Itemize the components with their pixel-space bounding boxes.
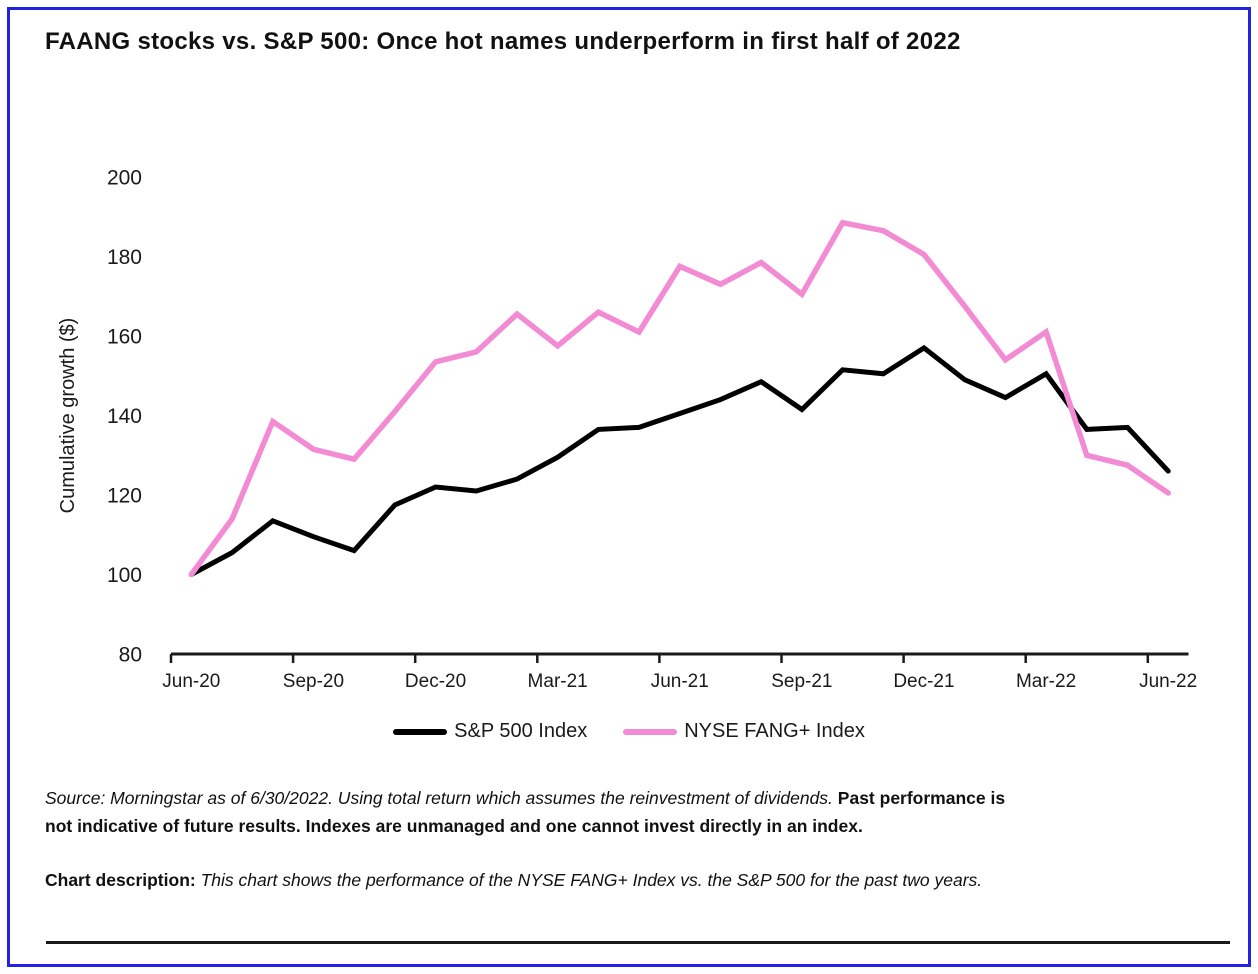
x-tick-label: Sep-21 [771, 671, 832, 692]
legend-item-fang: NYSE FANG+ Index [623, 720, 865, 743]
bottom-divider [46, 941, 1230, 944]
series-line-sp500 [188, 344, 1171, 577]
x-tick-label: Dec-20 [405, 671, 466, 692]
chart-legend: S&P 500 Index NYSE FANG+ Index [0, 720, 1258, 743]
x-tick-label: Mar-22 [1016, 671, 1076, 692]
y-tick-label: 140 [107, 405, 142, 428]
legend-swatch-sp500 [393, 728, 448, 735]
y-tick-label: 80 [119, 644, 142, 667]
chart-description-label: Chart description: [45, 870, 196, 890]
source-note: Source: Morningstar as of 6/30/2022. Usi… [45, 784, 1215, 840]
disclaimer-text-line2: not indicative of future results. Indexe… [45, 816, 863, 836]
y-axis-title: Cumulative growth ($) [57, 318, 79, 514]
legend-swatch-fang [623, 728, 678, 735]
chart-description: Chart description: This chart shows the … [45, 866, 1215, 894]
x-tick-label: Jun-22 [1139, 671, 1197, 692]
x-tick-label: Mar-21 [528, 671, 588, 692]
y-tick-label: 100 [107, 564, 142, 587]
legend-label: NYSE FANG+ Index [684, 720, 865, 742]
x-tick-label: Jun-21 [651, 671, 709, 692]
legend-label: S&P 500 Index [454, 720, 588, 742]
x-tick-label: Sep-20 [283, 671, 344, 692]
y-tick-label: 160 [107, 326, 142, 349]
y-tick-label: 180 [107, 246, 142, 269]
disclaimer-text-line1: Past performance is [837, 788, 1006, 808]
page-title: FAANG stocks vs. S&P 500: Once hot names… [45, 28, 961, 55]
legend-item-sp500: S&P 500 Index [393, 720, 587, 743]
y-tick-label: 200 [107, 167, 142, 190]
y-tick-label: 120 [107, 485, 142, 508]
x-tick-label: Jun-20 [162, 671, 220, 692]
x-tick-label: Dec-21 [893, 671, 954, 692]
series-line-fang [188, 219, 1171, 578]
source-text: Source: Morningstar as of 6/30/2022. Usi… [45, 788, 833, 808]
chart-description-text: This chart shows the performance of the … [200, 870, 983, 890]
